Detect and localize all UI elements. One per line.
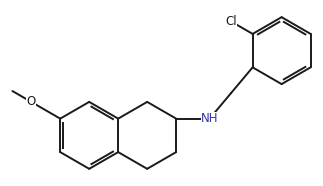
Text: Cl: Cl xyxy=(225,15,237,28)
Text: NH: NH xyxy=(201,112,218,125)
Text: O: O xyxy=(26,95,36,108)
